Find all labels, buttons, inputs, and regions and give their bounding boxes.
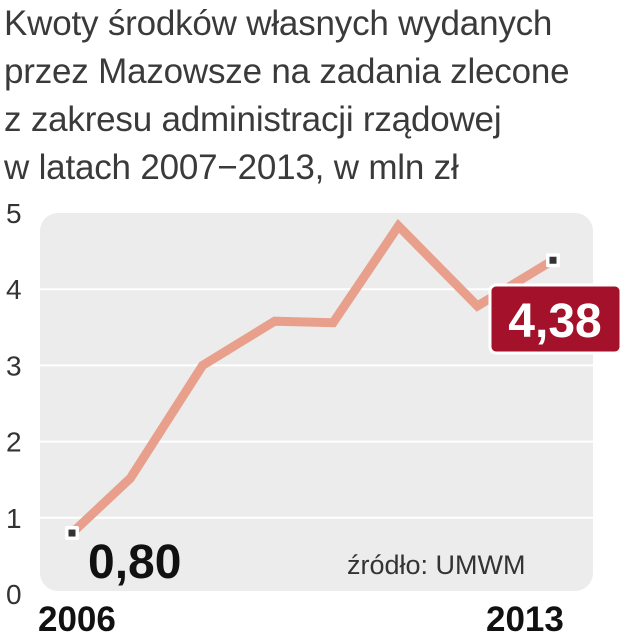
endpoint-markers xyxy=(65,253,560,541)
title-line-2: przez Mazowsze na zadania zlecone xyxy=(4,52,570,91)
series-line xyxy=(68,218,556,537)
plot-background xyxy=(40,213,593,591)
y-axis-ticks: 0 1 2 3 4 5 xyxy=(6,198,22,610)
title-line-1: Kwoty środków własnych wydanych xyxy=(4,4,553,43)
title-line-3: z zakresu administracji rządowej xyxy=(4,100,502,139)
y-tick-label: 4 xyxy=(6,274,22,305)
gridlines xyxy=(40,288,593,519)
y-tick-label: 1 xyxy=(6,503,22,534)
source-note: źródło: UMWM xyxy=(347,550,526,580)
chart-title: Kwoty środków własnych wydanych przez Ma… xyxy=(4,0,634,192)
y-tick-label: 5 xyxy=(6,198,22,229)
y-tick-label: 2 xyxy=(6,427,22,458)
y-tick-label: 3 xyxy=(6,350,22,381)
x-tick-label: 2013 xyxy=(486,600,564,639)
title-line-4: w latach 2007−2013, w mln zł xyxy=(4,148,459,187)
data-point-marker-dot xyxy=(68,529,76,537)
data-label-start: 0,80 xyxy=(88,536,181,589)
x-axis-ticks: 2006 2013 xyxy=(38,600,564,639)
end-value-badge xyxy=(488,283,623,355)
y-tick-label: 0 xyxy=(6,579,22,610)
data-point-marker-dot xyxy=(549,256,557,264)
data-label-end: 4,38 xyxy=(508,295,601,348)
x-tick-label: 2006 xyxy=(38,600,116,639)
